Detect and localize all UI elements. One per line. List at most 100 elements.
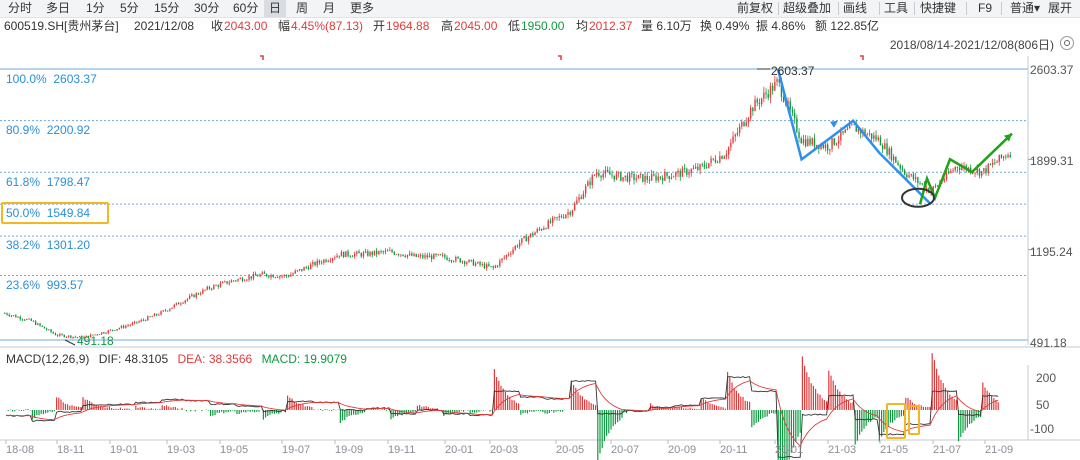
tab-more[interactable]: 更多 — [350, 1, 375, 15]
candle-body — [760, 98, 763, 105]
candle-body — [974, 172, 976, 174]
f9-button[interactable]: F9 — [978, 1, 993, 15]
candle-body — [789, 101, 791, 110]
highlight-50-box — [1, 202, 109, 224]
candle-body — [202, 289, 204, 294]
candle-body — [441, 254, 444, 256]
tab-1min[interactable]: 1分 — [86, 1, 105, 15]
price-tick-1195: 1195.24 — [1030, 245, 1073, 259]
candle-body — [538, 229, 541, 230]
candle-body — [140, 319, 142, 322]
candle-body — [180, 303, 182, 305]
candle-body — [224, 281, 226, 283]
candle-body — [41, 325, 43, 327]
open-value: 1964.88 — [386, 19, 430, 33]
candle-body — [602, 173, 604, 178]
blue-arrow-head-1 — [830, 120, 838, 128]
candle-body — [501, 258, 503, 261]
candle-body — [105, 333, 107, 334]
candle-body — [131, 323, 134, 325]
candle-body — [81, 336, 83, 339]
candle-body — [259, 274, 261, 277]
candle-body — [683, 168, 686, 169]
date-tick: 20-03 — [490, 444, 519, 456]
candle-body — [235, 280, 237, 282]
candle-body — [635, 178, 637, 181]
date-tick: 21-05 — [880, 444, 909, 456]
candle-body — [162, 310, 164, 312]
macd-params: MACD(12,26,9) — [6, 352, 90, 366]
macd-dif: 48.3105 — [124, 352, 169, 366]
fib-label-100: 100.0% 2603.37 — [6, 72, 97, 86]
candle-body — [257, 275, 259, 277]
candle-body — [657, 176, 659, 181]
candle-body — [114, 330, 116, 331]
dip-circle — [901, 187, 935, 208]
candle-body — [314, 262, 316, 266]
candle-body — [318, 260, 321, 263]
tab-week[interactable]: 周 — [296, 1, 309, 15]
fib-label-50: 50.0% 1549.84 — [6, 206, 91, 220]
open-label: 开 — [373, 19, 386, 33]
candle-body — [719, 156, 721, 163]
candle-body — [1009, 155, 1011, 157]
candle-body — [1007, 155, 1009, 158]
candle-body — [780, 82, 783, 97]
candle-body — [23, 319, 26, 321]
high-value: 2045.00 — [454, 19, 498, 33]
candle-body — [305, 267, 307, 269]
normal-mode-button[interactable]: 普通 — [1010, 1, 1035, 15]
candle-body — [393, 252, 395, 255]
candle-body — [428, 255, 431, 258]
tab-multiday[interactable]: 多日 — [46, 1, 71, 15]
candle-body — [822, 144, 824, 148]
candle-body — [67, 335, 70, 337]
candle-body — [853, 124, 855, 126]
candle-body — [17, 316, 19, 318]
candle-body — [270, 275, 272, 278]
candle-body — [848, 124, 851, 129]
hotkey-button[interactable]: 快捷键 — [920, 1, 957, 15]
adjust-button[interactable]: 前复权 — [737, 1, 774, 15]
candle-body — [415, 253, 417, 257]
candle-body — [569, 212, 571, 215]
candle-body — [10, 315, 13, 317]
candle-body — [699, 164, 701, 170]
tab-day[interactable]: 日 — [264, 0, 286, 17]
candle-body — [503, 257, 505, 259]
candle-body — [991, 162, 994, 165]
draw-line-button[interactable]: 画线 — [843, 1, 868, 15]
period-marker-1 — [558, 55, 562, 60]
candle-body — [490, 266, 492, 268]
chevron-down-icon[interactable]: ▾ — [1034, 1, 1041, 15]
tools-button[interactable]: 工具 — [884, 1, 909, 15]
candle-body — [307, 267, 310, 270]
candle-body — [681, 168, 684, 177]
candle-body — [846, 128, 849, 130]
tab-5min[interactable]: 5分 — [120, 1, 139, 15]
tab-month[interactable]: 月 — [323, 1, 336, 15]
candle-body — [549, 220, 552, 223]
candle-body — [835, 143, 838, 145]
tab-60min[interactable]: 60分 — [233, 1, 259, 15]
date-tick: 21-09 — [985, 444, 1014, 456]
tab-15min[interactable]: 15分 — [154, 1, 180, 15]
expand-button[interactable]: 展开 — [1048, 1, 1073, 15]
candle-body — [978, 168, 981, 176]
range-settings-icon[interactable] — [1060, 36, 1074, 50]
overlay-button[interactable]: 超级叠加 — [783, 1, 832, 15]
candle-body — [824, 144, 827, 148]
candle-body — [543, 228, 545, 230]
candle-body — [950, 170, 952, 174]
candle-body — [954, 167, 956, 171]
candle-body — [646, 175, 648, 180]
candle-body — [626, 175, 629, 182]
tab-30min[interactable]: 30分 — [194, 1, 220, 15]
candle-body — [208, 286, 211, 289]
candle-body — [679, 170, 681, 177]
tab-intraday[interactable]: 分时 — [8, 1, 33, 15]
candle-body — [72, 336, 74, 338]
fib-label-80-9: 80.9% 2200.92 — [6, 123, 91, 137]
candle-body — [833, 138, 835, 145]
